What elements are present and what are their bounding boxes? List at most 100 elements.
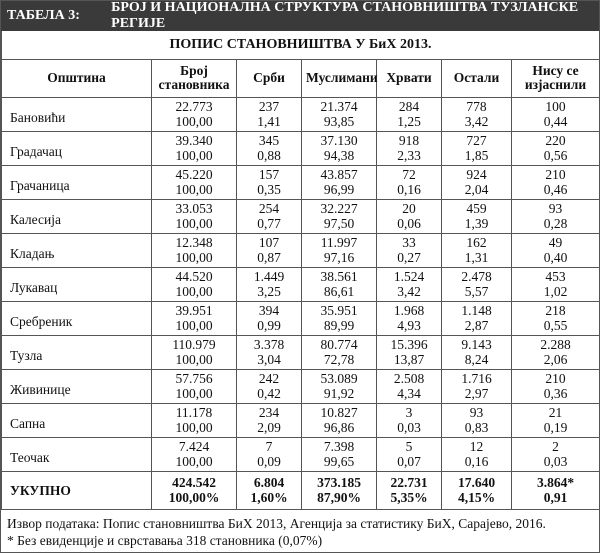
count: 93 <box>548 201 563 216</box>
count: 80.774 <box>320 337 358 352</box>
percent: 100,00 <box>175 148 213 163</box>
count: 43.857 <box>320 167 358 182</box>
percent: 100,00 <box>175 216 213 231</box>
column-header: Срби <box>236 58 302 98</box>
count: 49 <box>548 235 563 250</box>
municipality: Лукавац <box>1 266 152 302</box>
count: 35.951 <box>320 303 358 318</box>
count: 11.997 <box>320 235 358 250</box>
percent: 0,28 <box>543 216 568 231</box>
count: 22.773 <box>175 99 213 114</box>
count: 453 <box>545 269 566 284</box>
table-row: Сапна 11.178 100,00 234 2,09 10.827 96,86 3 0,03… <box>1 402 600 438</box>
cell: 22.731 5,35% <box>376 470 442 510</box>
municipality: Грачаница <box>1 164 152 200</box>
title-bar: ТАБЕЛА 3: БРОЈ И НАЦИОНАЛНА СТРУКТУРА СТ… <box>1 0 599 31</box>
percent: 93,85 <box>323 114 355 129</box>
percent: 2,33 <box>397 148 421 163</box>
percent: 0,07 <box>397 454 421 469</box>
cell: 80.774 72,78 <box>301 334 377 370</box>
column-header: Нису се изјаснили <box>511 58 600 98</box>
count: 39.340 <box>175 133 213 148</box>
percent: 100,00 <box>175 284 213 299</box>
cell: 7.398 99,65 <box>301 436 377 472</box>
percent: 0,44 <box>543 114 568 129</box>
percent: 100,00 <box>175 250 213 265</box>
percent: 0,35 <box>257 182 281 197</box>
municipality: Градачац <box>1 130 152 166</box>
percent: 4,34 <box>397 386 421 401</box>
total-row: УКУПНО 424.542 100,00% 6.804 1,60% 373.185 87,… <box>1 470 600 510</box>
percent: 1,60% <box>250 490 288 505</box>
count: 1.716 <box>461 371 492 386</box>
cell: 45.220 100,00 <box>151 164 237 200</box>
municipality: Бановићи <box>1 96 152 132</box>
count: 394 <box>258 303 280 318</box>
cell: 345 0,88 <box>236 130 302 166</box>
percent: 1,39 <box>464 216 489 231</box>
percent: 0,99 <box>257 318 281 333</box>
cell: 53.089 91,92 <box>301 368 377 404</box>
table-caption: ПОПИС СТАНОВНИШТВА У БиХ 2013. <box>1 31 600 60</box>
count: 2.478 <box>461 269 492 284</box>
count: 15.396 <box>390 337 428 352</box>
count: 107 <box>258 235 280 250</box>
count: 37.130 <box>320 133 358 148</box>
percent: 0,87 <box>257 250 281 265</box>
cell: 72 0,16 <box>376 164 442 200</box>
cell: 21.374 93,85 <box>301 96 377 132</box>
percent: 0,19 <box>543 420 568 435</box>
cell: 38.561 86,61 <box>301 266 377 302</box>
percent: 0,56 <box>543 148 568 163</box>
percent: 4,15% <box>457 490 496 505</box>
cell: 2.478 5,57 <box>441 266 512 302</box>
table-row: Тузла 110.979 100,00 3.378 3,04 80.774 72,78 15… <box>1 334 600 370</box>
cell: 12 0,16 <box>441 436 512 472</box>
count: 162 <box>466 235 487 250</box>
percent: 91,92 <box>323 386 355 401</box>
percent: 94,38 <box>323 148 355 163</box>
count: 459 <box>466 201 487 216</box>
percent: 1,85 <box>464 148 489 163</box>
count: 2.288 <box>540 337 571 352</box>
cell: 57.756 100,00 <box>151 368 237 404</box>
table-row: Градачац 39.340 100,00 345 0,88 37.130 94,38 91… <box>1 130 600 166</box>
municipality: Калесија <box>1 198 152 234</box>
cell: 2.288 2,06 <box>511 334 600 370</box>
percent: 0,16 <box>397 182 421 197</box>
cell: 39.951 100,00 <box>151 300 237 336</box>
percent: 100,00 <box>175 318 213 333</box>
count: 12.348 <box>175 235 213 250</box>
percent: 2,87 <box>464 318 489 333</box>
cell: 1.524 3,42 <box>376 266 442 302</box>
cell: 254 0,77 <box>236 198 302 234</box>
cell: 17.640 4,15% <box>441 470 512 510</box>
cell: 15.396 13,87 <box>376 334 442 370</box>
cell: 49 0,40 <box>511 232 600 268</box>
percent: 100,00 <box>175 182 213 197</box>
percent: 0,91 <box>543 490 568 505</box>
count: 1.968 <box>393 303 425 318</box>
count: 20 <box>402 201 416 216</box>
percent: 0,46 <box>543 182 568 197</box>
table-number: ТАБЕЛА 3: <box>7 8 80 23</box>
cell: 2.508 4,34 <box>376 368 442 404</box>
data-table: ПОПИС СТАНОВНИШТВА У БиХ 2013. Општина Бро… <box>1 31 600 510</box>
table-row: Теочак 7.424 100,00 7 0,09 7.398 99,65 5 0,07 12 0… <box>1 436 600 472</box>
percent: 100,00% <box>168 490 220 505</box>
count: 1.148 <box>461 303 492 318</box>
cell: 100 0,44 <box>511 96 600 132</box>
count: 53.089 <box>320 371 358 386</box>
cell: 33.053 100,00 <box>151 198 237 234</box>
count: 3.864* <box>536 475 575 490</box>
table-row: Лукавац 44.520 100,00 1.449 3,25 38.561 86,61 1… <box>1 266 600 302</box>
table-title: БРОЈ И НАЦИОНАЛНА СТРУКТУРА СТАНОВНИШТВА… <box>111 0 579 31</box>
cell: 3 0,03 <box>376 402 442 438</box>
percent: 0,40 <box>543 250 568 265</box>
municipality: Кладањ <box>1 232 152 268</box>
source-note: Извор података: Попис становништва БиХ 2… <box>7 515 546 531</box>
table-row: Кладањ 12.348 100,00 107 0,87 11.997 97,16 33 0,… <box>1 232 600 268</box>
percent: 1,25 <box>397 114 421 129</box>
cell: 157 0,35 <box>236 164 302 200</box>
